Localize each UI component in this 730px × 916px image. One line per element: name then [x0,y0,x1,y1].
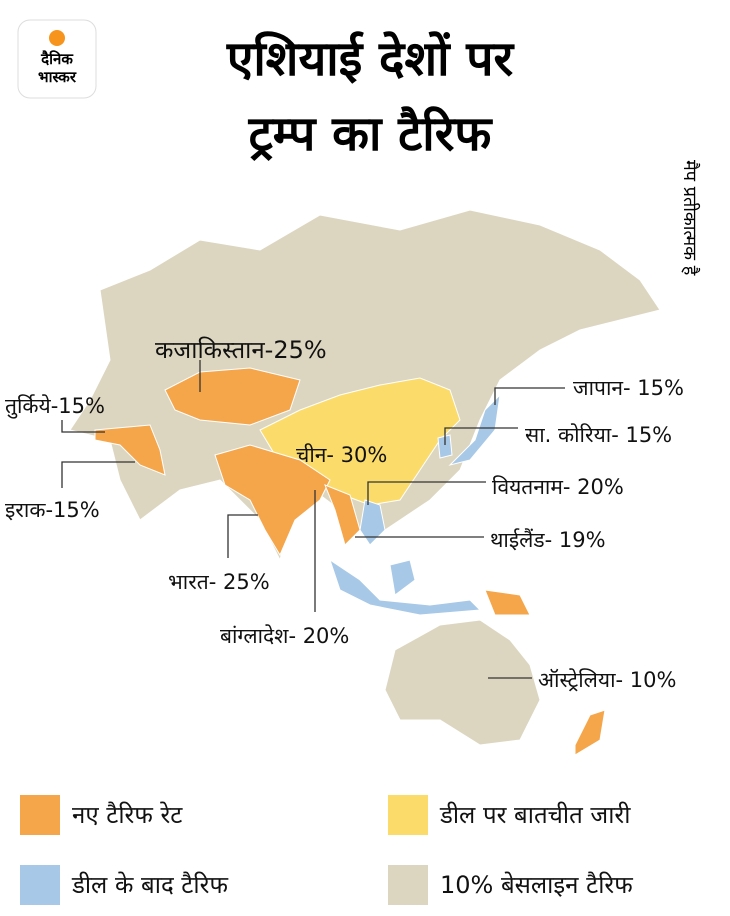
legend-swatch [20,865,60,905]
indonesia [329,558,482,616]
leader-line [61,461,135,488]
legend-swatch [388,865,428,905]
australia [384,619,541,746]
legend-label: 10% बेसलाइन टैरिफ [440,871,633,899]
logo-text: दैनिक [40,50,74,68]
logo-box [17,19,97,99]
leader-lines [61,360,565,679]
country-label: वियतनाम- 20% [492,475,624,499]
papua [484,589,531,616]
country-label: कजाकिस्तान-25% [155,336,327,364]
borneo [389,559,416,596]
labels: कजाकिस्तान-25% तुर्किये-15% इराक-15% चीन- 3… [5,336,684,692]
country-label: जापान- 15% [573,376,684,400]
legend-label: डील के बाद टैरिफ [71,871,228,899]
thailand [324,484,361,546]
leader-line [367,481,486,505]
india [214,444,331,557]
turkey-iraq [94,424,166,476]
logo-sun [49,30,65,46]
leader-line [61,420,105,433]
leader-line [227,514,258,558]
legend: नए टैरिफ रेट डील पर बातचीत जारी डील के बाद… [20,795,633,905]
map [69,209,661,756]
title: ट्रम्प का टैरिफ [248,106,494,162]
country-label: तुर्किये-15% [5,394,105,419]
leader-line [444,427,518,445]
korea [437,434,453,459]
kazakhstan [164,367,301,426]
legend-label: नए टैरिफ रेट [72,801,183,829]
country-label: थाईलैंड- 19% [490,528,606,552]
country-label: इराक-15% [5,498,100,522]
japan [448,393,501,466]
country-label: भारत- 25% [168,570,270,594]
leader-line [494,387,565,405]
asia-land [69,209,661,562]
legend-swatch [20,795,60,835]
map-note: मैप प्रतीकात्मक है [679,160,701,276]
country-label: सा. कोरिया- 15% [525,423,672,447]
logo-text: भास्कर [38,68,77,86]
legend-swatch [388,795,428,835]
legend-label: डील पर बातचीत जारी [439,801,631,829]
country-label: ऑस्ट्रेलिया- 10% [538,668,676,692]
title: एशियाई देशों पर [226,31,516,87]
country-label: बांग्लादेश- 20% [220,624,349,648]
country-label: चीन- 30% [296,443,387,467]
new-zealand [574,709,606,756]
logo: दैनिक भास्कर [17,19,97,99]
